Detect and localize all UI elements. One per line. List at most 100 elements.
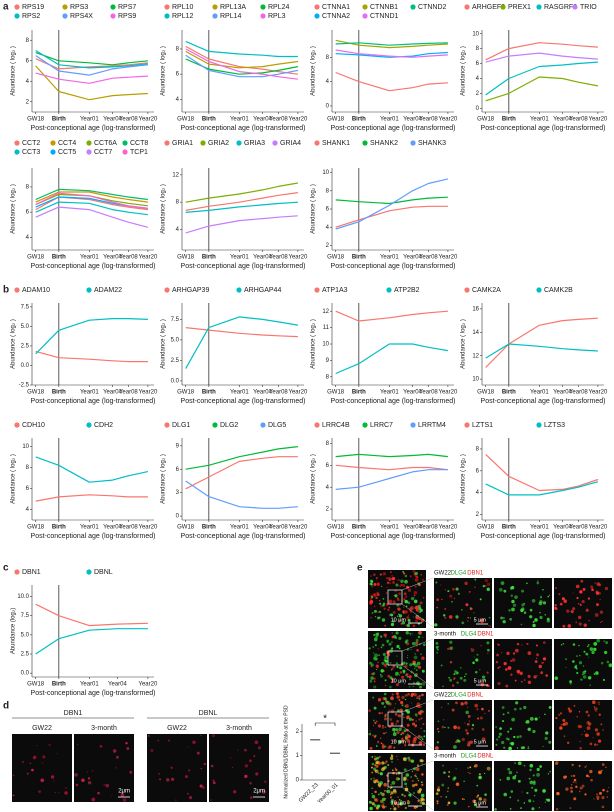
x-tick-label: Year20 xyxy=(139,117,158,123)
x-tick-label: GW18 xyxy=(327,117,345,123)
group-title: DBNL xyxy=(199,710,218,717)
micrograph-puncta xyxy=(477,794,480,797)
micrograph-puncta xyxy=(445,796,448,798)
channel-label: DBNL xyxy=(467,693,484,699)
micrograph-puncta xyxy=(554,587,557,590)
micrograph-puncta xyxy=(594,743,597,746)
micrograph-puncta xyxy=(377,761,382,765)
micrograph-puncta xyxy=(396,720,400,723)
micrograph-puncta xyxy=(395,703,397,705)
zoom-box xyxy=(387,589,403,605)
micrograph-puncta xyxy=(499,666,501,668)
micrograph-puncta xyxy=(382,797,386,802)
micrograph-puncta xyxy=(420,727,423,729)
micrograph-puncta xyxy=(466,732,469,735)
micrograph-puncta xyxy=(588,619,590,622)
x-tick-label: Year01 xyxy=(80,525,99,531)
micrograph-puncta xyxy=(421,773,424,776)
x-tick-label: Year08 xyxy=(119,117,138,123)
micrograph-puncta xyxy=(187,769,191,772)
micrograph-puncta xyxy=(111,794,113,796)
x-tick-label: Year04 xyxy=(103,390,122,396)
micrograph-puncta xyxy=(398,698,401,701)
micrograph-puncta xyxy=(368,709,371,713)
y-tick-label: 2.5 xyxy=(21,344,30,350)
micrograph-puncta xyxy=(389,756,394,761)
micrograph-puncta xyxy=(453,597,456,600)
micrograph-puncta xyxy=(380,742,383,745)
micrograph-puncta xyxy=(394,635,397,639)
micrograph-puncta xyxy=(392,732,397,737)
micrograph-puncta xyxy=(531,807,535,811)
x-tick-label: Year20 xyxy=(289,117,308,123)
micrograph-puncta xyxy=(412,685,414,688)
micrograph-puncta xyxy=(390,754,394,758)
micrograph-puncta xyxy=(529,763,534,768)
micrograph-puncta xyxy=(578,661,583,665)
legend-marker xyxy=(362,140,368,146)
micrograph-puncta xyxy=(386,787,389,790)
micrograph-puncta xyxy=(402,669,406,673)
micrograph-puncta xyxy=(122,798,127,802)
micrograph-puncta xyxy=(573,704,576,707)
x-tick-label: Year01 xyxy=(380,525,399,531)
micrograph-puncta xyxy=(539,765,543,768)
micrograph-puncta xyxy=(422,636,424,638)
micrograph-puncta xyxy=(396,615,399,618)
channel-label: DBN1 xyxy=(467,571,484,577)
micrograph-puncta xyxy=(384,624,386,627)
micrograph-puncta xyxy=(532,774,535,777)
legend-marker xyxy=(14,4,20,10)
micrograph-puncta xyxy=(479,669,481,671)
micrograph-puncta xyxy=(588,656,590,658)
y-axis-title: Abundance ( log₂ ) xyxy=(11,454,17,504)
micrograph-puncta xyxy=(400,738,405,743)
micrograph-puncta xyxy=(566,741,570,745)
micrograph-puncta xyxy=(448,771,451,774)
micrograph-puncta xyxy=(514,595,518,599)
micrograph-puncta xyxy=(487,648,490,652)
micrograph-puncta xyxy=(562,718,566,722)
x-axis-title: Post-conceptional age (log-transformed) xyxy=(481,533,606,540)
micrograph-puncta xyxy=(534,660,538,664)
micrograph-puncta xyxy=(576,715,579,718)
micrograph-puncta xyxy=(464,581,468,586)
micrograph-puncta xyxy=(404,664,408,668)
scale-label: 2μm xyxy=(118,789,130,795)
y-tick-label: 0 xyxy=(476,106,480,112)
micrograph-puncta xyxy=(569,786,573,790)
micrograph-puncta xyxy=(442,719,445,721)
micrograph-puncta xyxy=(384,659,388,663)
micrograph-puncta xyxy=(421,710,424,713)
micrograph-puncta xyxy=(447,726,450,729)
micrograph-puncta xyxy=(378,755,381,758)
micrograph-puncta xyxy=(523,602,526,605)
micrograph-puncta xyxy=(585,765,588,767)
micrograph-puncta xyxy=(396,695,400,699)
micrograph-puncta xyxy=(398,777,401,780)
micrograph-puncta xyxy=(395,631,399,635)
group-title: DBN1 xyxy=(64,710,83,717)
micrograph-puncta xyxy=(446,790,449,793)
micrograph-puncta xyxy=(81,778,85,782)
micrograph-puncta xyxy=(398,798,401,801)
micrograph-puncta xyxy=(500,616,504,620)
micrograph-puncta xyxy=(398,619,400,621)
micrograph-puncta xyxy=(396,665,399,669)
legend-marker xyxy=(122,140,128,146)
series-line xyxy=(185,54,299,78)
micrograph-puncta xyxy=(453,678,455,681)
x-axis-title: Post-conceptional age (log-transformed) xyxy=(481,125,606,132)
legend-label: ATP1A3 xyxy=(322,287,348,294)
x-tick-label: Year08 xyxy=(569,390,588,396)
x-tick-label: Birth xyxy=(52,255,66,261)
micrograph xyxy=(209,734,269,802)
micrograph-puncta xyxy=(392,600,396,604)
series-line xyxy=(485,42,598,61)
micrograph-puncta xyxy=(455,701,458,705)
micrograph-puncta xyxy=(527,727,531,731)
micrograph-puncta xyxy=(520,680,523,683)
micrograph-puncta xyxy=(417,611,419,613)
micrograph-puncta xyxy=(372,696,375,699)
series-line xyxy=(185,50,298,69)
